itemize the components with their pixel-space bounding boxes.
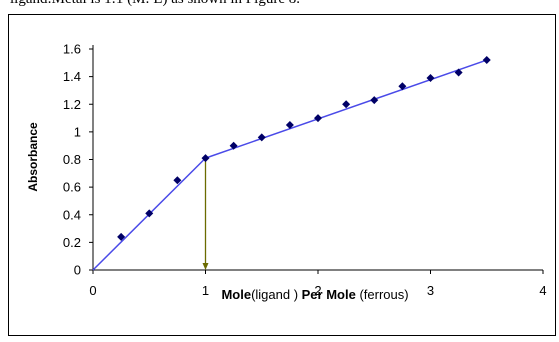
arrow-head — [202, 263, 209, 270]
x-axis-label-part: (ferrous) — [359, 287, 408, 302]
data-point — [342, 100, 351, 109]
data-point — [398, 82, 407, 91]
data-point — [482, 56, 491, 65]
data-point — [145, 209, 154, 218]
data-markers — [117, 56, 491, 241]
chart-frame — [8, 14, 556, 336]
data-point — [426, 74, 435, 83]
data-point — [201, 154, 210, 163]
header-text: ligand:Metal is 1:1 (M: L) as shown in F… — [10, 0, 300, 8]
y-tick-label: 0.6 — [63, 180, 81, 195]
y-tick-label: 1.4 — [63, 69, 81, 84]
x-tick-label: 1 — [202, 283, 209, 298]
fit-lines — [92, 59, 487, 271]
data-point — [257, 133, 266, 142]
axes — [89, 45, 544, 274]
x-tick-label: 0 — [89, 283, 96, 298]
y-tick-label: 1 — [74, 124, 81, 139]
data-point — [173, 176, 182, 185]
y-tick-label: 0 — [74, 263, 81, 278]
data-point — [229, 141, 238, 150]
fit-line — [205, 59, 487, 159]
x-axis-label-part: (ligand ) — [251, 287, 302, 302]
data-point — [454, 68, 463, 77]
y-axis-label: Absorbance — [26, 122, 40, 192]
y-tick-label: 0.8 — [63, 152, 81, 167]
y-tick-label: 1.6 — [63, 42, 81, 57]
data-point — [314, 114, 322, 123]
tick-labels: 0 0.2 0.4 0.6 0.8 1 1.2 1.4 1.6 0 1 2 3 4 — [63, 42, 547, 299]
equivalence-arrow — [202, 158, 209, 270]
x-tick-label: 2 — [314, 283, 321, 298]
data-point — [285, 120, 294, 129]
y-tick-label: 0.4 — [63, 207, 81, 222]
x-axis-label-part: Mole — [221, 287, 251, 302]
y-tick-label: 0.2 — [63, 235, 81, 250]
x-tick-label: 3 — [427, 283, 434, 298]
x-axis-label: Mole(ligand ) Per Mole (ferrous) — [221, 287, 408, 302]
data-point — [370, 96, 379, 105]
data-point — [117, 232, 126, 241]
y-tick-label: 1.2 — [63, 97, 81, 112]
x-tick-label: 4 — [539, 283, 546, 298]
x-axis-label-part: Per Mole — [302, 287, 360, 302]
